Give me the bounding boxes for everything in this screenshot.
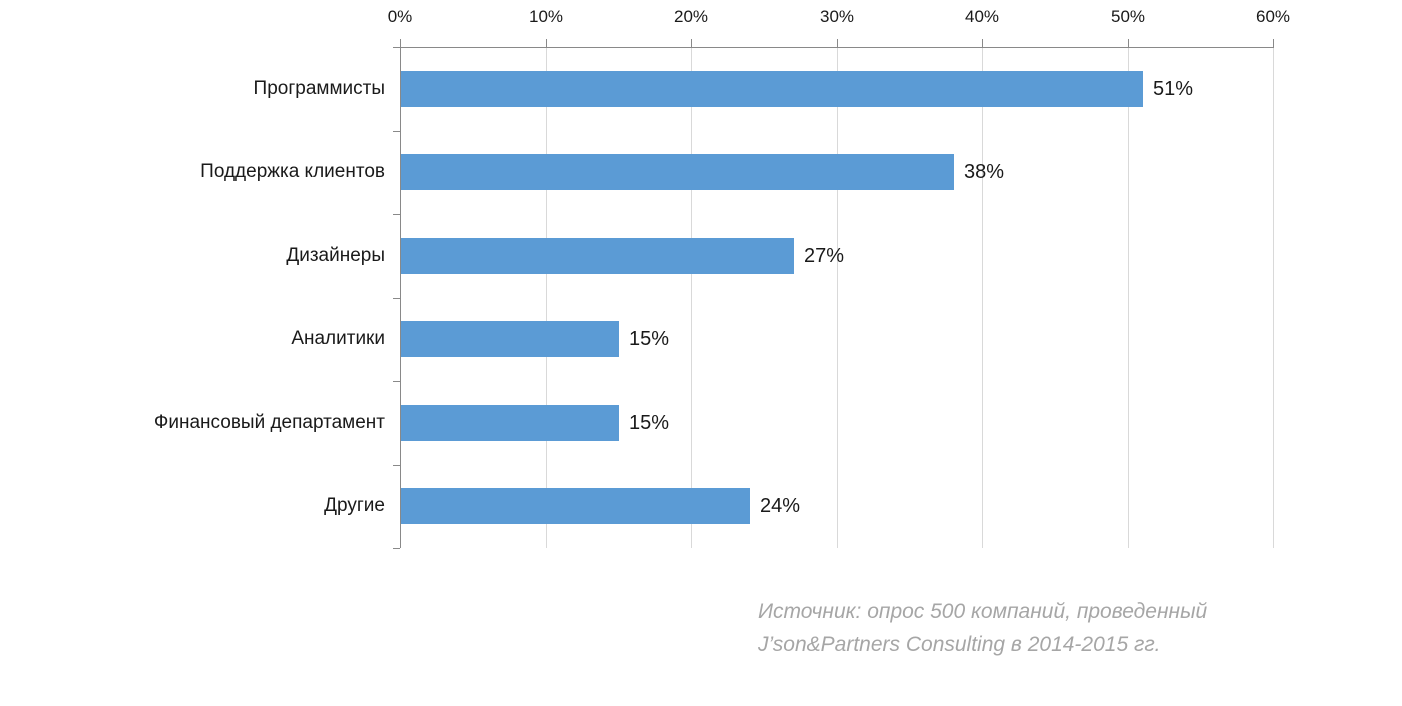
bar-value-label: 15%: [629, 412, 670, 434]
bar-value-label: 51%: [1153, 78, 1194, 100]
bar: [401, 488, 750, 524]
bar-value-label: 24%: [760, 495, 801, 517]
x-axis-tick-label: 30%: [819, 7, 855, 26]
source-note-line1: Источник: опрос 500 компаний, проведенны…: [758, 600, 1208, 623]
x-axis-tick-label: 0%: [387, 7, 413, 26]
y-axis-tick: [393, 214, 400, 215]
gridline: [546, 47, 547, 548]
bar: [401, 71, 1143, 107]
bar-value-label: 15%: [629, 328, 670, 350]
y-axis-tick: [393, 548, 400, 549]
x-axis-tick: [400, 39, 401, 47]
y-axis-tick: [393, 131, 400, 132]
source-note-line2: J’son&Partners Consulting в 2014-2015 гг…: [758, 633, 1161, 656]
bar-value-label: 38%: [964, 161, 1005, 183]
category-label: Другие: [324, 495, 385, 516]
gridline: [1273, 47, 1274, 548]
x-axis-line: [400, 47, 1274, 48]
bar: [401, 405, 619, 441]
category-label: Поддержка клиентов: [200, 161, 385, 182]
bar-value-label: 27%: [804, 245, 845, 267]
x-axis-tick-label: 60%: [1255, 7, 1291, 26]
bar: [401, 321, 619, 357]
x-axis-tick: [1128, 39, 1129, 47]
y-axis-tick: [393, 47, 400, 48]
y-axis-tick: [393, 381, 400, 382]
x-axis-tick: [546, 39, 547, 47]
x-axis-tick: [691, 39, 692, 47]
x-axis-tick-label: 50%: [1110, 7, 1146, 26]
gridline: [837, 47, 838, 548]
gridline: [1128, 47, 1129, 548]
x-axis-tick: [837, 39, 838, 47]
bar: [401, 154, 954, 190]
y-axis-tick: [393, 298, 400, 299]
category-label: Финансовый департамент: [153, 412, 385, 433]
x-axis-tick-label: 40%: [964, 7, 1000, 26]
y-axis-tick: [393, 465, 400, 466]
category-label: Программисты: [253, 78, 385, 99]
y-axis-line: [400, 47, 401, 548]
gridline: [691, 47, 692, 548]
category-label: Дизайнеры: [286, 245, 385, 266]
bar: [401, 238, 794, 274]
gridline: [982, 47, 983, 548]
category-label: Аналитики: [291, 328, 385, 349]
x-axis-tick: [1273, 39, 1274, 47]
x-axis-tick-label: 10%: [528, 7, 564, 26]
source-note: Источник: опрос 500 компаний, проведенны…: [758, 595, 1207, 661]
x-axis-tick: [982, 39, 983, 47]
x-axis-tick-label: 20%: [673, 7, 709, 26]
